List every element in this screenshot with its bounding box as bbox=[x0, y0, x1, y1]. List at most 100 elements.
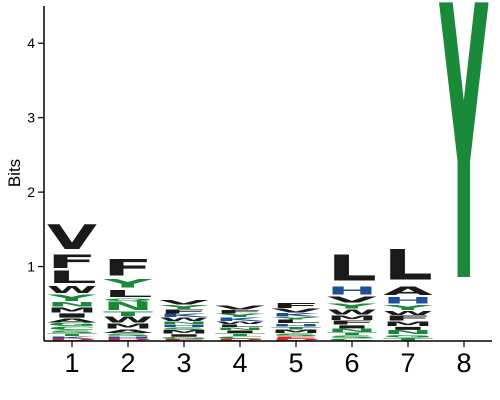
logo-letter-Q: Q bbox=[103, 298, 153, 302]
logo-letter-W: W bbox=[327, 308, 377, 316]
logo-letter-L: L bbox=[271, 319, 321, 324]
y-ticks: 1 2 3 4 bbox=[27, 35, 44, 275]
logo-letter-A: A bbox=[383, 284, 433, 298]
logo-letter-K: K bbox=[47, 336, 98, 339]
logo-letter-D: D bbox=[47, 338, 97, 341]
y-axis-label: Bits bbox=[5, 159, 24, 187]
logo-letter-H: H bbox=[383, 295, 433, 306]
x-tick-label: 2 bbox=[120, 348, 135, 378]
logo-letter-T: T bbox=[215, 333, 266, 337]
x-tick-label: 4 bbox=[232, 348, 247, 378]
logo-letter-N: N bbox=[47, 301, 97, 308]
logo-letter-E: E bbox=[159, 339, 209, 341]
logo-letter-L: L bbox=[103, 288, 153, 300]
logo-letter-Y: Y bbox=[158, 304, 209, 310]
logo-letter-K: K bbox=[215, 317, 266, 322]
y-tick-label: 1 bbox=[27, 259, 35, 275]
logo-letter-M: M bbox=[159, 330, 209, 335]
logo-letter-W: W bbox=[47, 284, 97, 296]
logo-letter-V: V bbox=[215, 305, 266, 311]
logo-letter-Y: Y bbox=[214, 313, 265, 318]
logo-letter-Y: Y bbox=[326, 303, 377, 311]
logo-letter-H: H bbox=[327, 285, 377, 298]
logo-column-8: Y bbox=[439, 0, 489, 366]
logo-letter-F: F bbox=[383, 314, 433, 322]
y-tick-label: 2 bbox=[27, 184, 35, 200]
logo-letter-W: W bbox=[103, 316, 153, 325]
logo-letter-L: L bbox=[327, 249, 377, 289]
logo-letter-H: H bbox=[159, 324, 209, 328]
logo-letter-F: F bbox=[159, 309, 209, 315]
logo-letter-H: H bbox=[103, 336, 153, 339]
logo-letter-I: I bbox=[47, 312, 97, 319]
y-tick-label: 4 bbox=[27, 35, 35, 51]
logo-letter-N: N bbox=[103, 299, 153, 313]
x-tick-label: 5 bbox=[288, 348, 303, 378]
logo-letter-Y: Y bbox=[439, 0, 489, 366]
x-tick-label: 8 bbox=[456, 348, 471, 378]
logo-letter-H: H bbox=[271, 323, 321, 327]
logo-letter-N: N bbox=[327, 328, 377, 333]
logo-letter-I: I bbox=[383, 326, 433, 331]
logo-letter-S: S bbox=[271, 333, 321, 337]
logo-letter-L: L bbox=[383, 241, 433, 290]
logo-letter-M: M bbox=[103, 323, 153, 331]
logo-letter-V: V bbox=[271, 308, 322, 314]
x-ticks: 1 2 3 4 5 6 7 8 bbox=[64, 341, 472, 378]
logo-letter-N: N bbox=[383, 330, 433, 336]
logo-letter-T: T bbox=[327, 332, 378, 336]
logo-letter-S: S bbox=[47, 330, 97, 334]
x-tick-label: 1 bbox=[64, 348, 79, 378]
logo-letter-T: T bbox=[47, 333, 98, 337]
logo-letter-C: C bbox=[47, 326, 97, 331]
logo-letter-S: S bbox=[103, 333, 153, 337]
logo-letter-D: D bbox=[271, 338, 321, 341]
logo-letter-F: F bbox=[215, 310, 265, 315]
logo-letter-G: G bbox=[159, 337, 209, 340]
logo-letter-M: M bbox=[327, 315, 377, 322]
logo-letter-K: K bbox=[271, 313, 322, 318]
logo-letter-N: N bbox=[159, 321, 209, 325]
logo-letter-A: A bbox=[47, 318, 98, 324]
logo-letter-W: W bbox=[383, 310, 433, 316]
logo-letter-V: V bbox=[159, 299, 210, 306]
x-tick-label: 7 bbox=[400, 348, 415, 378]
logo-letter-N: N bbox=[215, 327, 265, 331]
logo-letter-C: C bbox=[327, 338, 377, 341]
x-tick-label: 6 bbox=[344, 348, 359, 378]
logo-glyphs: DKTSCGAIMNYWLFVDHSAMWTNQLYFEGIMSHNWKFYVD… bbox=[46, 0, 488, 366]
y-tick-label: 3 bbox=[27, 110, 35, 126]
logo-letter-T: T bbox=[383, 337, 434, 341]
logo-letter-Y: Y bbox=[270, 317, 321, 321]
logo-letter-Y: Y bbox=[46, 293, 97, 303]
logo-letter-Y: Y bbox=[102, 277, 154, 290]
logo-letter-A: A bbox=[103, 329, 154, 334]
logo-letter-K: K bbox=[159, 313, 210, 318]
logo-letter-I: I bbox=[215, 330, 265, 334]
logo-letter-T: T bbox=[271, 326, 322, 330]
logo-letter-E: E bbox=[271, 336, 321, 339]
logo-letter-W: W bbox=[215, 321, 265, 325]
logo-letter-G: G bbox=[383, 334, 433, 338]
logo-letter-L: L bbox=[215, 324, 265, 328]
logo-letter-V: V bbox=[47, 218, 97, 257]
logo-letter-M: M bbox=[383, 321, 433, 328]
logo-letter-F: F bbox=[47, 251, 97, 273]
logo-letter-C: C bbox=[215, 336, 265, 339]
logo-letter-G: G bbox=[47, 322, 97, 327]
logo-letter-F: F bbox=[103, 255, 153, 281]
logo-letter-W: W bbox=[159, 317, 209, 322]
logo-letter-M: M bbox=[47, 306, 97, 314]
logo-letter-S: S bbox=[327, 335, 377, 339]
logo-letter-T: T bbox=[103, 311, 154, 318]
x-tick-label: 3 bbox=[176, 348, 191, 378]
logo-letter-I: I bbox=[159, 334, 209, 338]
